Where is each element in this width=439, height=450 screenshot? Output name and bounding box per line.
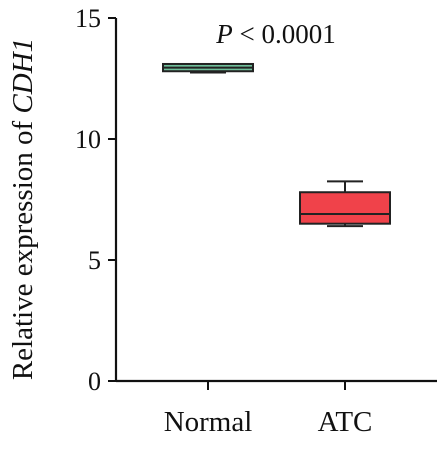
x-tick-group: Normal ATC (164, 381, 373, 438)
y-tick-label: 0 (88, 367, 101, 396)
y-tick-group: 0 5 10 15 (75, 4, 116, 396)
y-tick-label: 10 (75, 125, 101, 154)
y-tick-label: 5 (88, 246, 101, 275)
y-axis-label-prefix: Relative expression of (7, 114, 39, 381)
box-group (162, 62, 391, 228)
p-value-text: < 0.0001 (233, 19, 336, 49)
x-tick-label: Normal (164, 406, 253, 438)
y-tick-label: 15 (75, 4, 101, 33)
y-axis-label: Relative expression of CDH1 (7, 38, 39, 380)
box-atc (299, 180, 391, 228)
p-value-annotation: P < 0.0001 (215, 19, 335, 49)
box-rect (299, 191, 391, 225)
p-value-symbol: P (215, 19, 233, 49)
x-tick-label: ATC (318, 406, 373, 438)
box-normal (162, 62, 254, 74)
y-axis-label-gene: CDH1 (7, 38, 39, 114)
